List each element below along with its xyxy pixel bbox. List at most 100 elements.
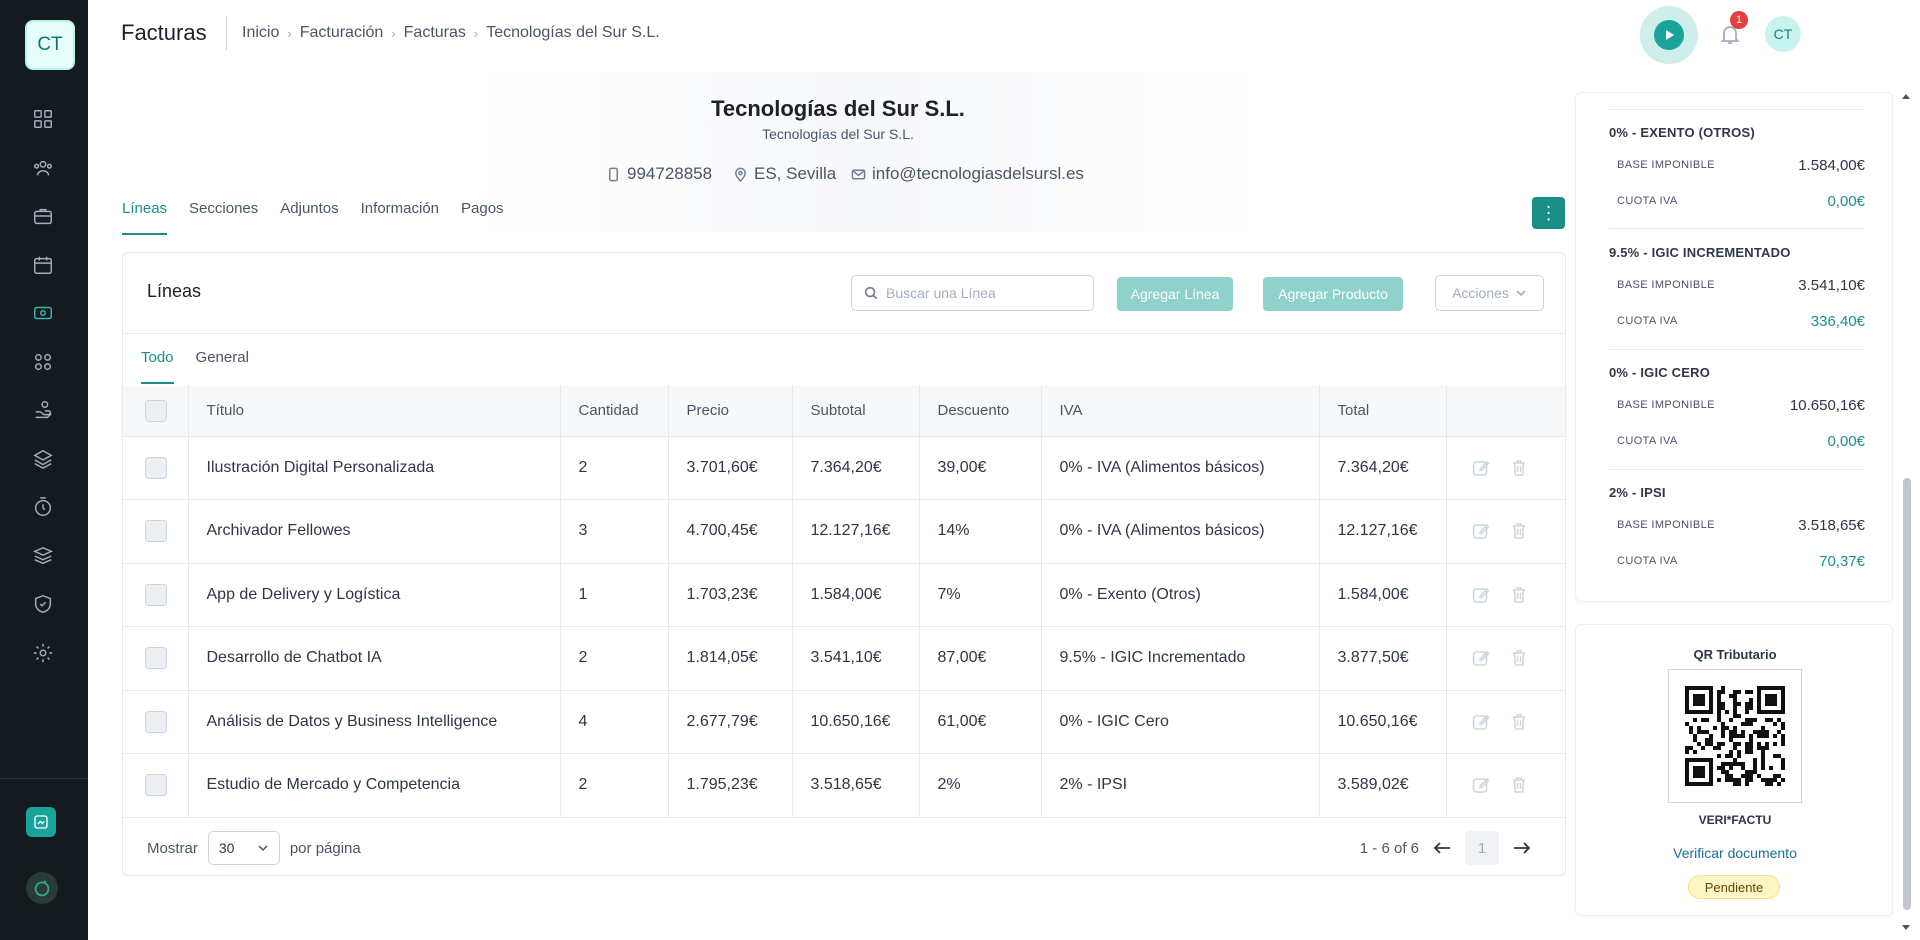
- play-button[interactable]: [1640, 6, 1698, 64]
- row-checkbox[interactable]: [145, 710, 167, 733]
- top-header: Facturas Inicio › Facturación › Facturas…: [88, 0, 1920, 68]
- modules-icon[interactable]: [30, 349, 56, 375]
- edit-icon[interactable]: [1471, 585, 1491, 605]
- breadcrumb-facturas[interactable]: Facturas: [403, 24, 466, 41]
- arrow-right-icon[interactable]: [1513, 841, 1531, 855]
- verify-document-link[interactable]: Verificar documento: [1673, 845, 1797, 861]
- chevron-right-icon: ›: [287, 25, 292, 41]
- mail-icon: [851, 169, 866, 179]
- email-text[interactable]: info@tecnologiasdelsursl.es: [872, 164, 1084, 183]
- cell-titulo: Desarrollo de Chatbot IA: [188, 626, 561, 691]
- table-row: Archivador Fellowes 3 4.700,45€ 12.127,1…: [123, 499, 1565, 564]
- select-all-checkbox[interactable]: [145, 399, 167, 422]
- tab-adjuntos[interactable]: Adjuntos: [280, 200, 339, 217]
- row-actions-cell: [1446, 436, 1565, 500]
- cuota-label: CUOTA IVA: [1617, 555, 1678, 567]
- add-line-button[interactable]: Agregar Línea: [1117, 277, 1233, 311]
- calendar-icon[interactable]: [30, 252, 56, 278]
- tab-secciones[interactable]: Secciones: [189, 200, 259, 217]
- show-label: Mostrar: [147, 839, 198, 857]
- scrollbar-thumb[interactable]: [1903, 478, 1911, 910]
- row-checkbox[interactable]: [145, 647, 167, 670]
- column-header-total[interactable]: Total: [1319, 386, 1447, 437]
- table-row: Desarrollo de Chatbot IA 2 1.814,05€ 3.5…: [123, 626, 1565, 691]
- avatar[interactable]: CT: [1765, 16, 1801, 52]
- add-product-button[interactable]: Agregar Producto: [1263, 277, 1403, 311]
- tab-todo[interactable]: Todo: [141, 349, 174, 384]
- tax-group: 2% - IPSI BASE IMPONIBLE 3.518,65€ CUOTA …: [1609, 485, 1865, 572]
- row-checkbox-cell: [123, 563, 189, 627]
- edit-icon[interactable]: [1471, 775, 1491, 795]
- layers-icon[interactable]: [30, 446, 56, 472]
- row-actions-cell: [1446, 753, 1565, 818]
- settings-icon[interactable]: [30, 640, 56, 666]
- row-checkbox-cell: [123, 626, 189, 691]
- app-switcher-icon[interactable]: [26, 807, 56, 837]
- stack-icon[interactable]: [30, 543, 56, 569]
- trash-icon[interactable]: [1509, 648, 1529, 668]
- main-tabs: Líneas Secciones Adjuntos Información Pa…: [122, 200, 504, 235]
- column-header-titulo[interactable]: Título: [188, 386, 561, 437]
- trash-icon[interactable]: [1509, 458, 1529, 478]
- cell-total: 3.589,02€: [1319, 753, 1447, 818]
- row-checkbox[interactable]: [145, 774, 167, 797]
- cell-total: 3.877,50€: [1319, 626, 1447, 691]
- column-header-descuento[interactable]: Descuento: [919, 386, 1042, 437]
- scrollbar-track[interactable]: [1898, 92, 1912, 932]
- arrow-left-icon[interactable]: [1433, 841, 1451, 855]
- user-menu-icon[interactable]: [26, 872, 58, 904]
- users-icon[interactable]: [30, 155, 56, 181]
- app-logo[interactable]: CT: [25, 20, 75, 70]
- edit-icon[interactable]: [1471, 458, 1491, 478]
- tab-pagos[interactable]: Pagos: [461, 200, 504, 217]
- edit-icon[interactable]: [1471, 521, 1491, 541]
- tab-informacion[interactable]: Información: [360, 200, 440, 217]
- column-header-precio[interactable]: Precio: [668, 386, 793, 437]
- timer-icon[interactable]: [30, 494, 56, 520]
- per-page-select[interactable]: 30: [207, 831, 280, 865]
- shield-icon[interactable]: [30, 591, 56, 617]
- trash-icon[interactable]: [1509, 712, 1529, 732]
- more-options-button[interactable]: ⋮: [1532, 197, 1565, 229]
- company-location: ES, Sevilla: [733, 164, 836, 184]
- tab-lineas[interactable]: Líneas: [122, 200, 168, 235]
- dashboard-icon[interactable]: [30, 106, 56, 132]
- page-number[interactable]: 1: [1465, 831, 1499, 865]
- tab-general[interactable]: General: [195, 349, 249, 366]
- bell-icon[interactable]: [1718, 22, 1742, 46]
- edit-icon[interactable]: [1471, 648, 1491, 668]
- qr-code: [1668, 669, 1802, 803]
- breadcrumb-facturacion[interactable]: Facturación: [299, 24, 384, 41]
- pagination-size: Mostrar 30 por página: [147, 831, 361, 865]
- briefcase-icon[interactable]: [30, 203, 56, 229]
- row-checkbox[interactable]: [145, 456, 167, 479]
- header-divider: [226, 16, 227, 50]
- row-checkbox[interactable]: [145, 583, 167, 606]
- cell-descuento: 2%: [919, 753, 1042, 818]
- lines-card-title: Líneas: [147, 281, 202, 301]
- scroll-down-icon[interactable]: [1901, 924, 1911, 932]
- trash-icon[interactable]: [1509, 585, 1529, 605]
- column-header-iva[interactable]: IVA: [1041, 386, 1320, 437]
- edit-icon[interactable]: [1471, 712, 1491, 732]
- invoice-icon[interactable]: [30, 300, 56, 326]
- cell-subtotal: 3.541,10€: [792, 626, 920, 691]
- base-value: 3.541,10€: [1798, 276, 1865, 294]
- actions-dropdown[interactable]: Acciones: [1435, 275, 1544, 311]
- select-all-checkbox-cell: [123, 386, 189, 437]
- cuota-value: 70,37€: [1819, 552, 1865, 570]
- line-search-input[interactable]: Buscar una Línea: [851, 275, 1094, 311]
- hand-icon[interactable]: [30, 397, 56, 423]
- row-actions-cell: [1446, 626, 1565, 691]
- breadcrumb-inicio[interactable]: Inicio: [242, 24, 280, 41]
- trash-icon[interactable]: [1509, 775, 1529, 795]
- chevron-down-icon: [1516, 290, 1526, 297]
- column-header-subtotal[interactable]: Subtotal: [792, 386, 920, 437]
- row-checkbox[interactable]: [145, 520, 167, 543]
- row-actions-cell: [1446, 690, 1565, 754]
- scroll-up-icon[interactable]: [1901, 92, 1911, 100]
- trash-icon[interactable]: [1509, 521, 1529, 541]
- pagination: 1 - 6 of 6 1: [1360, 831, 1531, 865]
- column-header-cantidad[interactable]: Cantidad: [560, 386, 669, 437]
- column-header-actions: [1446, 386, 1565, 437]
